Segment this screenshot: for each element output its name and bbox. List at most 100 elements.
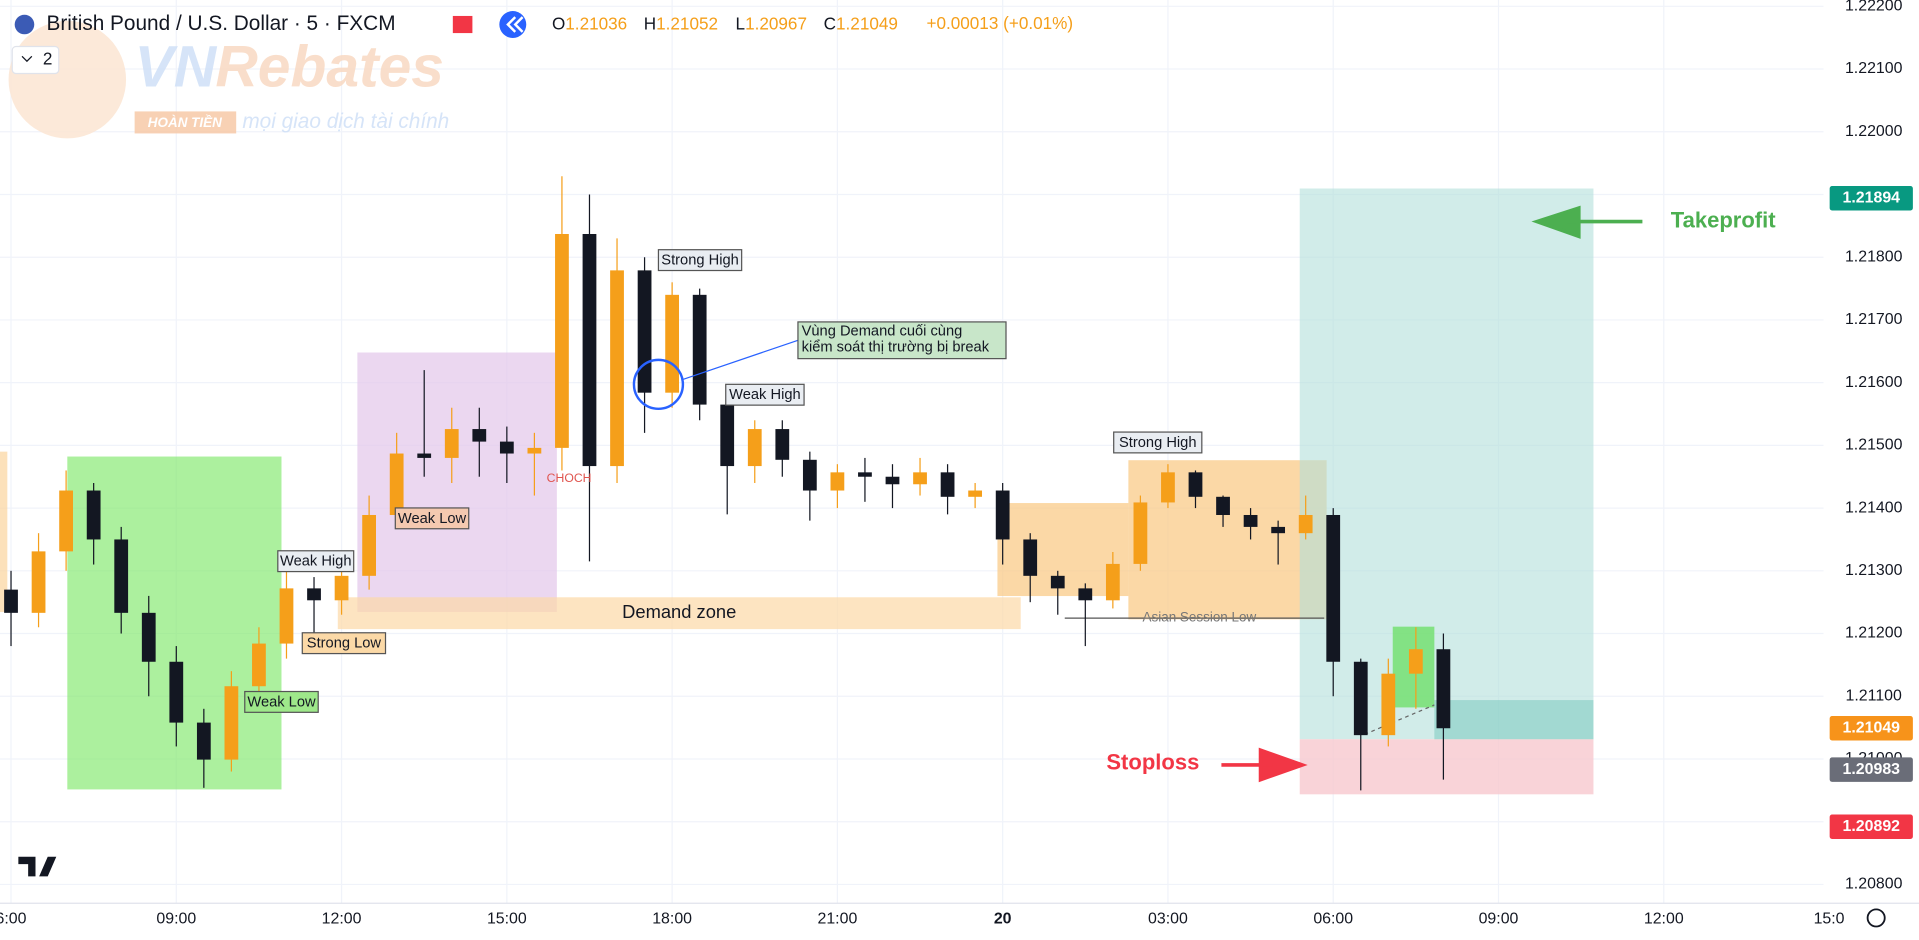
candle-body [59,490,73,552]
settings-button[interactable] [1866,908,1886,928]
ohlc-key: O [552,13,565,33]
y-tick-label: 1.21600 [1845,374,1903,391]
ohlc-item: L1.20967 [736,13,807,33]
demand-zone [337,597,1021,630]
candle-body [362,514,377,576]
x-tick-label: 09:00 [156,910,196,927]
price-label: 1.20983 [1843,761,1901,778]
position-zone [1434,700,1594,740]
ohlc: O1.21036 H1.21052 L1.20967 C1.21049 [552,13,898,33]
candles [4,176,1451,791]
zone [67,456,282,790]
tv-logo [18,856,57,877]
y-tick-label: 1.21500 [1845,437,1903,454]
label-box [797,321,1007,360]
zone [1128,460,1327,620]
label-box [277,550,355,573]
flag-marker[interactable] [452,15,473,34]
label-box [394,507,470,530]
x-tick-label: 03:00 [1148,910,1188,927]
candle-body [1436,649,1451,729]
candle-body [196,722,211,760]
price-label-box [1829,814,1913,839]
ohlc-item: H1.21052 [644,13,718,33]
annotation: Strong High [661,253,738,269]
annotation: Asian Session Low [1143,610,1257,625]
indicators-count: 2 [43,49,53,69]
annotation: kiểm soát thị trường bị break [802,339,990,355]
candle-body [1078,588,1093,601]
y-tick-label: 1.22200 [1845,0,1903,15]
candle-body [307,588,321,601]
replay-icon [506,16,524,33]
candle-body [885,476,900,485]
annotations: Strong High Vùng Demand cuối cùng kiểm s… [244,205,1776,783]
drawings [0,188,1594,795]
zone [357,352,557,612]
candle-body [1050,575,1065,589]
candle-body [995,490,1010,540]
ohlc-item: C1.21049 [824,13,898,33]
y-tick-label: 1.22100 [1845,60,1903,77]
candle-body [775,429,790,460]
indicators-toggle[interactable] [11,45,60,75]
x-tick-label: 12:00 [1644,910,1684,927]
ohlc-value: 1.21036 [565,13,627,33]
replay-button[interactable] [499,11,527,38]
candle-body [555,233,569,448]
candle-body [1271,526,1286,534]
candle-body [720,404,735,467]
label-box [301,632,387,655]
annotation: Weak High [280,554,352,570]
stoploss-zone [1299,739,1594,795]
label-box [725,383,805,406]
candle-body [527,447,542,454]
candle-body [224,686,239,760]
candle-body [940,472,955,497]
candle-body [169,661,184,723]
annotation: Vùng Demand cuối cùng [802,324,963,340]
watermark-logo [8,20,127,139]
candle-body [1298,514,1313,534]
label-box [1113,431,1203,454]
candle-body [1353,661,1368,736]
candle-body [472,429,487,442]
candle-body [1216,496,1230,515]
watermark-tagline: mọi giao dịch tài chính [242,110,449,133]
annotation: Strong Low [307,636,382,652]
y-tick-label: 1.20800 [1845,876,1903,893]
candle-body [1243,514,1258,527]
candle-body [858,472,872,477]
annotation: Demand zone [622,601,736,622]
annotation: Strong High [1119,435,1196,451]
ohlc-key: L [736,13,746,33]
annotation: CHOCH [547,471,592,485]
y-tick-label: 1.21200 [1845,625,1903,642]
candle-body [1133,502,1148,564]
annotation: Weak Low [398,511,467,527]
symbol-title: British Pound / U.S. Dollar · 5 · FXCM [47,12,396,35]
watermark-badge [134,111,237,134]
candle-body [114,539,129,613]
candle-body [1105,563,1120,601]
change: +0.00013 (+0.01%) [926,13,1073,33]
x-tick-label: 12:00 [322,910,362,927]
candle-body [1408,649,1423,674]
header: British Pound / U.S. Dollar · 5 · FXCM O… [11,11,1073,75]
candle-body [444,429,459,458]
x-tick-label: 06:00 [1313,910,1353,927]
candle-body [417,453,432,458]
label-box [657,249,743,272]
price-label: 1.21049 [1843,719,1901,736]
ohlc-value: 1.20967 [745,13,807,33]
y-tick-label: 1.21300 [1845,562,1903,579]
takeprofit-zone [1299,188,1594,740]
candle-body [582,233,597,467]
ohlc-value: 1.21052 [656,13,718,33]
candle-body [252,643,266,687]
candle-body [1161,472,1175,503]
x-tick-label: 15:0 [1814,910,1845,927]
annotation: Stoploss [1106,750,1199,775]
zone [0,451,8,612]
